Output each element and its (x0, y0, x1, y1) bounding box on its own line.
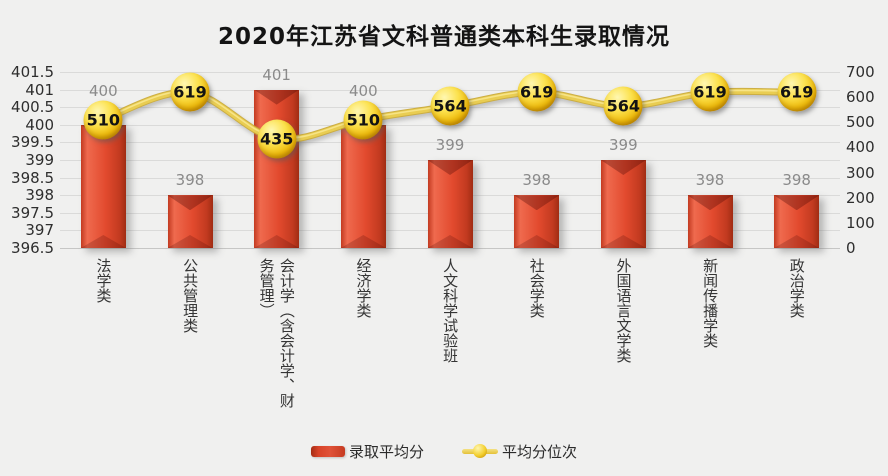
category-label: 外国语言文学类 (614, 258, 633, 363)
y-axis-tick-left: 398.5 (11, 168, 54, 187)
line-marker: 510 (343, 100, 383, 140)
line-marker: 564 (430, 86, 470, 126)
line-marker: 619 (517, 72, 557, 112)
bar (340, 124, 386, 248)
line-marker: 564 (603, 86, 643, 126)
bar (774, 195, 820, 248)
bar-value-label: 398 (522, 171, 551, 190)
y-axis-tick-left: 399 (25, 151, 54, 169)
bar-top-bevel (774, 195, 820, 211)
gridline (60, 248, 840, 249)
y-axis-tick-left: 401.5 (11, 63, 54, 81)
bar-value-label: 398 (175, 171, 205, 190)
bar-series-swatch-icon (310, 445, 345, 457)
bar-top-bevel (254, 89, 300, 105)
category-label: 政治学类 (787, 258, 806, 318)
bar-top-bevel (687, 195, 733, 211)
category-label: 会计学（含会计学、财务管理） (257, 258, 296, 408)
category-label: 经济学类 (354, 258, 373, 318)
y-axis-tick-left: 396.5 (11, 239, 54, 257)
bar-value-label: 400 (349, 81, 378, 100)
line-marker-dot-icon (473, 444, 487, 458)
y-axis-tick-left: 399.5 (11, 133, 54, 152)
chart-title: 2020年江苏省文科普通类本科生录取情况 (217, 24, 670, 50)
category-label: 新闻传播学类 (701, 258, 720, 348)
line-marker: 619 (690, 72, 730, 112)
line-series-swatch-icon (462, 444, 498, 458)
bar-value-label: 401 (262, 65, 291, 84)
y-axis-tick-right: 300 (846, 163, 875, 182)
gridline (60, 142, 840, 144)
bar (600, 160, 646, 248)
y-axis-tick-left: 401 (25, 80, 54, 99)
y-axis-tick-right: 700 (846, 63, 875, 81)
legend-item-line: 平均分位次 (462, 441, 577, 462)
y-axis-tick-right: 400 (846, 138, 875, 157)
y-axis-tick-left: 398 (25, 186, 54, 205)
bar-top-bevel (427, 160, 473, 175)
bar-bottom-bevel (80, 234, 126, 248)
category-label: 法学类 (94, 258, 113, 303)
bar-value-label: 400 (89, 81, 118, 100)
y-axis-tick-left: 400.5 (11, 98, 54, 117)
bar (80, 124, 126, 248)
category-label: 公共管理类 (181, 258, 200, 333)
bar-top-bevel (514, 195, 560, 211)
bar-value-label: 399 (435, 136, 465, 154)
bar-top-bevel (167, 195, 213, 211)
line-marker: 619 (777, 72, 817, 112)
bar-bottom-bevel (340, 234, 386, 248)
bar-bottom-bevel (600, 235, 646, 248)
bar-bottom-bevel (774, 234, 820, 248)
bar (687, 195, 733, 248)
bar (254, 89, 300, 248)
y-axis-tick-right: 100 (846, 213, 875, 232)
line-marker: 435 (257, 119, 297, 159)
bar (167, 195, 213, 248)
y-axis-tick-left: 400 (25, 115, 54, 134)
bar-bottom-bevel (687, 234, 733, 248)
category-label: 社会学类 (527, 258, 546, 318)
bar-value-label: 398 (695, 171, 725, 190)
y-axis-tick-right: 500 (846, 113, 875, 132)
legend-label-line: 平均分位次 (502, 442, 578, 461)
bar-value-label: 399 (609, 136, 638, 154)
bar (427, 160, 473, 248)
bar-bottom-bevel (514, 234, 560, 248)
line-marker: 510 (83, 100, 123, 140)
y-axis-tick-right: 0 (846, 239, 856, 257)
y-axis-tick-right: 600 (846, 88, 875, 107)
bar (514, 195, 560, 248)
category-label: 人文科学试验班 (441, 258, 460, 363)
bar-top-bevel (600, 160, 646, 175)
legend-label-bar: 录取平均分 (348, 442, 424, 461)
y-axis-tick-left: 397.5 (11, 203, 54, 222)
gridline (60, 72, 840, 73)
legend-item-bar: 录取平均分 (310, 441, 424, 462)
bar-bottom-bevel (254, 234, 300, 248)
bar-value-label: 398 (782, 171, 811, 190)
bar-bottom-bevel (427, 235, 473, 248)
bar-bottom-bevel (167, 234, 213, 248)
line-marker: 619 (170, 72, 210, 112)
legend: 录取平均分 平均分位次 (0, 437, 888, 465)
y-axis-tick-right: 200 (846, 188, 875, 207)
y-axis-tick-left: 397 (25, 221, 54, 240)
